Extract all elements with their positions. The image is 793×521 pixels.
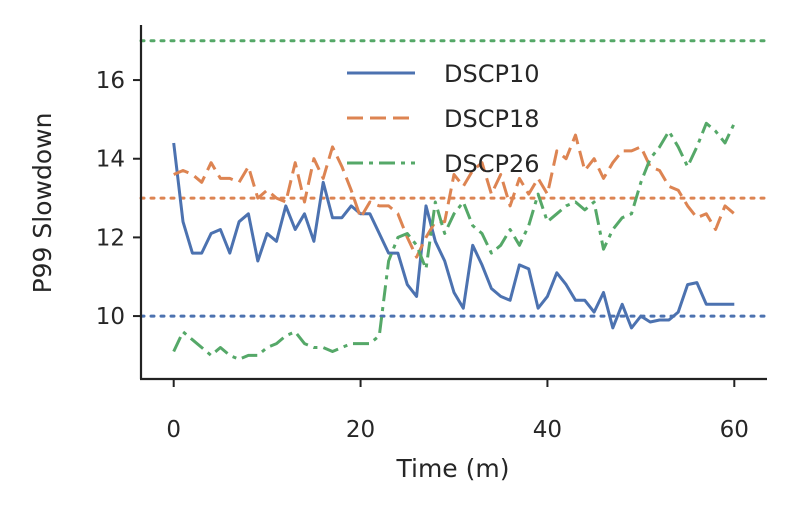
y-tick-label: 12: [96, 225, 125, 251]
series-line-dscp10: [172, 142, 735, 330]
y-axis-label: P99 Slowdown: [28, 113, 57, 294]
legend-label-dscp26: DSCP26: [444, 150, 539, 178]
series-line-dscp18: [173, 133, 736, 259]
x-tick-label: 0: [166, 417, 181, 443]
y-tick-label: 14: [96, 147, 125, 173]
legend: DSCP10 DSCP18 DSCP26: [347, 60, 539, 178]
reference-lines: [139, 39, 769, 318]
x-axis-label: Time (m): [396, 454, 510, 483]
y-tick-label: 10: [96, 304, 125, 330]
y-tick-label: 16: [96, 68, 125, 94]
legend-label-dscp10: DSCP10: [444, 60, 539, 88]
series-line-dscp26: [172, 121, 736, 361]
x-tick-label: 60: [720, 417, 749, 443]
x-axis-ticks: 0 20 40 60: [166, 379, 749, 443]
series-lines: [172, 121, 736, 361]
y-axis-ticks: 10 12 14 16: [96, 68, 141, 330]
x-tick-label: 40: [533, 417, 562, 443]
legend-label-dscp18: DSCP18: [444, 105, 539, 133]
x-tick-label: 20: [346, 417, 375, 443]
